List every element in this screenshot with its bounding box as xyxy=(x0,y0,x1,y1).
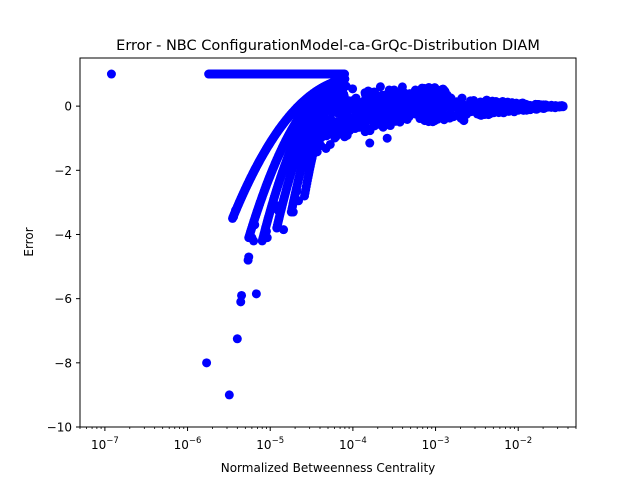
y-tick-label: −4 xyxy=(54,228,72,242)
data-point xyxy=(374,119,384,129)
data-point xyxy=(362,116,372,126)
data-point xyxy=(243,255,253,265)
data-point xyxy=(251,289,261,299)
data-point xyxy=(430,107,440,117)
data-point xyxy=(399,88,409,98)
x-tick-label: 10−7 xyxy=(91,436,119,452)
data-point xyxy=(457,93,467,103)
data-point xyxy=(382,114,392,124)
data-point xyxy=(375,82,385,92)
y-tick-label: −10 xyxy=(47,421,72,435)
data-point xyxy=(343,123,353,133)
data-point xyxy=(456,109,466,119)
data-point xyxy=(415,96,425,106)
y-axis: 0 −2 −4 −6 −8 −10 xyxy=(47,100,80,435)
data-point xyxy=(421,110,431,120)
data-point xyxy=(322,98,332,108)
data-point xyxy=(395,102,405,112)
chart-title: Error - NBC ConfigurationModel-ca-GrQc-D… xyxy=(116,38,540,54)
data-point xyxy=(365,138,375,148)
data-point xyxy=(339,104,349,114)
data-point xyxy=(348,84,358,94)
data-point xyxy=(326,89,336,99)
data-point xyxy=(313,88,323,98)
data-point xyxy=(380,106,390,116)
data-point xyxy=(558,102,568,112)
data-point xyxy=(313,97,323,107)
data-point xyxy=(106,69,116,79)
data-point xyxy=(464,107,474,117)
data-point xyxy=(338,86,348,96)
y-tick-label: −8 xyxy=(54,356,72,370)
data-point xyxy=(384,85,394,95)
data-point xyxy=(361,92,371,102)
data-point xyxy=(236,297,246,307)
data-point xyxy=(353,101,363,111)
data-point xyxy=(443,111,453,121)
data-point xyxy=(340,115,350,125)
data-point xyxy=(202,358,212,368)
data-point xyxy=(325,139,335,149)
data-point xyxy=(471,106,481,116)
data-point xyxy=(339,74,349,84)
y-axis-label: Error xyxy=(22,227,36,256)
data-point xyxy=(316,104,326,114)
x-tick-label: 10−5 xyxy=(256,436,284,452)
data-point xyxy=(354,122,364,132)
x-axis-label: Normalized Betweenness Centrality xyxy=(221,461,436,475)
data-point xyxy=(312,136,322,146)
data-point xyxy=(426,97,436,107)
data-point xyxy=(311,119,321,129)
x-tick-label: 10−3 xyxy=(422,436,450,452)
data-point xyxy=(370,87,380,97)
x-tick-label: 10−2 xyxy=(504,436,532,452)
data-point xyxy=(452,101,462,111)
data-point xyxy=(403,109,413,119)
x-axis: 10−7 10−6 10−5 10−4 10−3 10−2 xyxy=(79,427,577,452)
data-point xyxy=(330,122,340,132)
data-point xyxy=(507,99,517,109)
data-point xyxy=(340,132,350,142)
x-tick-label: 10−4 xyxy=(339,436,367,452)
data-point xyxy=(362,109,372,119)
data-point xyxy=(232,334,242,344)
data-point xyxy=(481,96,491,106)
data-points xyxy=(106,69,568,400)
data-point xyxy=(514,102,524,112)
data-point xyxy=(406,101,416,111)
data-point xyxy=(382,133,392,143)
data-point xyxy=(363,124,373,134)
data-point xyxy=(351,93,361,103)
data-point xyxy=(466,96,476,106)
y-tick-label: −2 xyxy=(54,164,72,178)
data-point xyxy=(439,95,449,105)
data-point xyxy=(459,116,469,126)
data-point xyxy=(330,133,340,143)
data-point xyxy=(534,102,544,112)
y-tick-label: −6 xyxy=(54,292,72,306)
data-point xyxy=(224,390,234,400)
data-point xyxy=(370,104,380,114)
x-tick-label: 10−6 xyxy=(174,436,202,452)
data-point xyxy=(546,101,556,111)
data-point xyxy=(490,102,500,112)
y-tick-label: 0 xyxy=(64,100,72,114)
